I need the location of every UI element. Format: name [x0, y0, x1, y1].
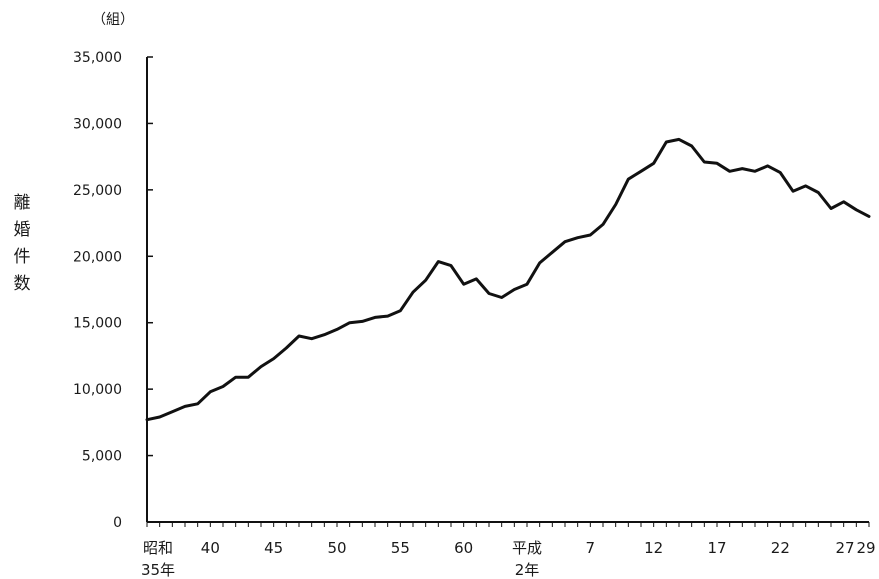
x-tick-label: 昭和 [143, 539, 173, 557]
unit-label: （組） [92, 12, 134, 28]
x-tick-label: 29 [856, 539, 875, 557]
series-line [145, 137, 871, 422]
y-tick-label: 25,000 [73, 183, 122, 199]
y-tick-label: 0 [113, 515, 122, 531]
y-axis-label-char: 件 [14, 247, 31, 267]
y-tick-label: 5,000 [82, 449, 122, 465]
y-tick-label: 35,000 [73, 50, 122, 66]
y-tick-label: 10,000 [73, 382, 122, 398]
x-tick-label: 2年 [515, 561, 540, 579]
x-tick-label: 27 [835, 539, 854, 557]
y-tick-label: 15,000 [73, 316, 122, 332]
x-tick-label: 35年 [141, 561, 175, 579]
y-axis-label-char: 婚 [14, 220, 31, 240]
x-tick-label: 12 [644, 539, 663, 557]
x-tick-label: 22 [771, 539, 790, 557]
x-tick-label: 17 [707, 539, 726, 557]
x-tick-label: 50 [327, 539, 346, 557]
y-axis: 0 5,000 10,000 15,000 20,000 25,000 30,000 35,0… [73, 50, 153, 531]
y-tick-label: 30,000 [73, 116, 122, 132]
x-tick-label: 7 [586, 539, 596, 557]
x-tick-label: 45 [264, 539, 283, 557]
y-tick-label: 20,000 [73, 249, 122, 265]
x-tick-label: 40 [201, 539, 220, 557]
x-tick-label: 55 [391, 539, 410, 557]
x-tick-label: 平成 [512, 539, 542, 557]
x-axis: 昭和 35年 40 45 50 55 60 平成 2年 7 12 17 22 27 29 [141, 521, 876, 579]
y-axis-label-char: 離 [14, 193, 31, 213]
x-tick-label: 60 [454, 539, 473, 557]
y-axis-label-char: 数 [14, 274, 31, 294]
